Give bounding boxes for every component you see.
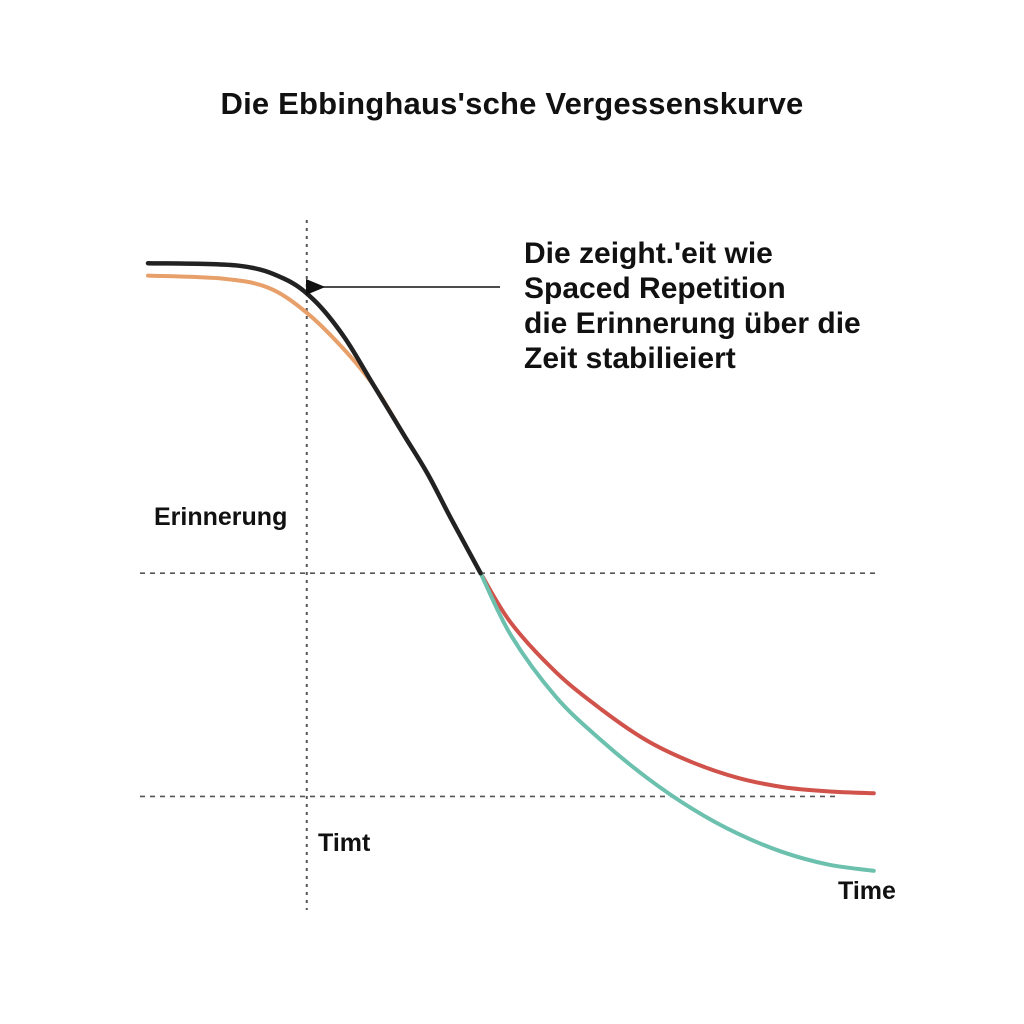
x-axis-label: Time <box>838 877 896 905</box>
series-line-teal <box>478 571 876 873</box>
series-group <box>145 260 876 873</box>
series-line-black <box>145 260 483 576</box>
reference-line-label: Timt <box>318 829 371 857</box>
callout-line-2: Spaced Repetition <box>524 272 786 305</box>
series-line-red <box>478 571 876 796</box>
y-axis-label: Erinnerung <box>154 503 288 531</box>
callout-line-3: die Erinnerung über die <box>524 307 861 340</box>
chart-title: Die Ebbinghaus'sche Vergessenskurve <box>220 86 804 121</box>
callout-line-1: Die zeight.'eit wie <box>524 237 773 270</box>
arrow-callout-text: Die zeight.'eit wie Spaced Repetition di… <box>524 236 964 376</box>
series-line-orange <box>146 273 407 439</box>
callout-line-4: Zeit stabilieiert <box>524 342 736 375</box>
reference-lines <box>140 220 880 910</box>
